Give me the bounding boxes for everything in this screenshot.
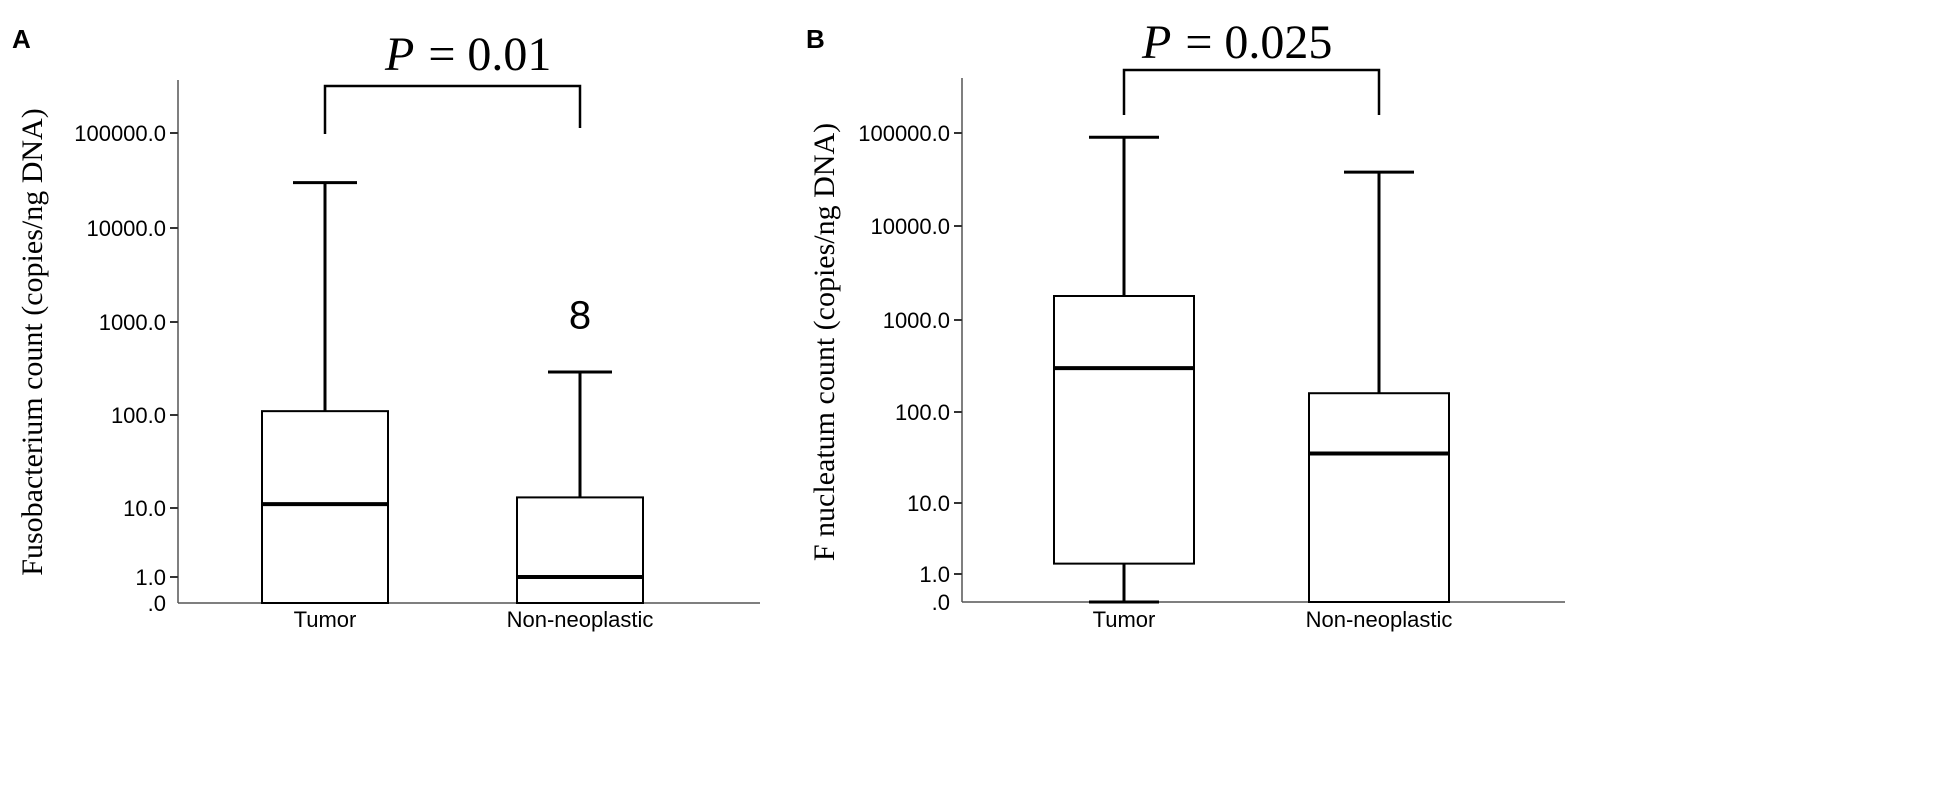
y-axis-label-a: Fusobacterium count (copies/ng DNA) [16, 108, 49, 575]
category-label: Non-neoplastic [507, 607, 654, 632]
panel-b: B P = 0.025 F nucleatum count (copies/ng … [806, 16, 1565, 632]
y-tick-label: 100.0 [111, 403, 166, 428]
y-tick-label: 10000.0 [86, 216, 166, 241]
y-tick-label: 10.0 [907, 491, 950, 516]
p-value-annotation-b: P = 0.025 [1141, 16, 1332, 69]
panel-letter-b: B [806, 24, 825, 54]
y-tick-label: 100.0 [895, 400, 950, 425]
significance-bracket [323, 84, 582, 134]
box-iqr [261, 410, 389, 604]
y-tick-label: 100000.0 [74, 121, 166, 146]
box-iqr [1053, 295, 1195, 565]
y-tick-label: 1.0 [135, 565, 166, 590]
p-value-annotation-a: P = 0.01 [384, 28, 551, 81]
box-iqr [1308, 392, 1450, 603]
panel-letter-a: A [12, 24, 31, 54]
y-tick-label: 1000.0 [883, 308, 950, 333]
y-tick-label: 1.0 [919, 562, 950, 587]
y-tick-label: 10.0 [123, 496, 166, 521]
significance-bracket [1122, 68, 1381, 115]
y-tick-label: 100000.0 [858, 121, 950, 146]
category-label: Tumor [294, 607, 357, 632]
panel-a: A P = 0.01 Fusobacterium count (copies/ng… [12, 24, 760, 632]
category-label: Non-neoplastic [1306, 607, 1453, 632]
y-tick-label: .0 [932, 590, 950, 615]
y-tick-label: 1000.0 [99, 310, 166, 335]
box-iqr [516, 496, 644, 604]
y-tick-label: .0 [148, 591, 166, 616]
outlier-marker: 8 [569, 294, 591, 338]
category-label: Tumor [1093, 607, 1156, 632]
y-tick-label: 10000.0 [870, 214, 950, 239]
y-axis-label-b: F nucleatum count (copies/ng DNA) [808, 123, 841, 561]
